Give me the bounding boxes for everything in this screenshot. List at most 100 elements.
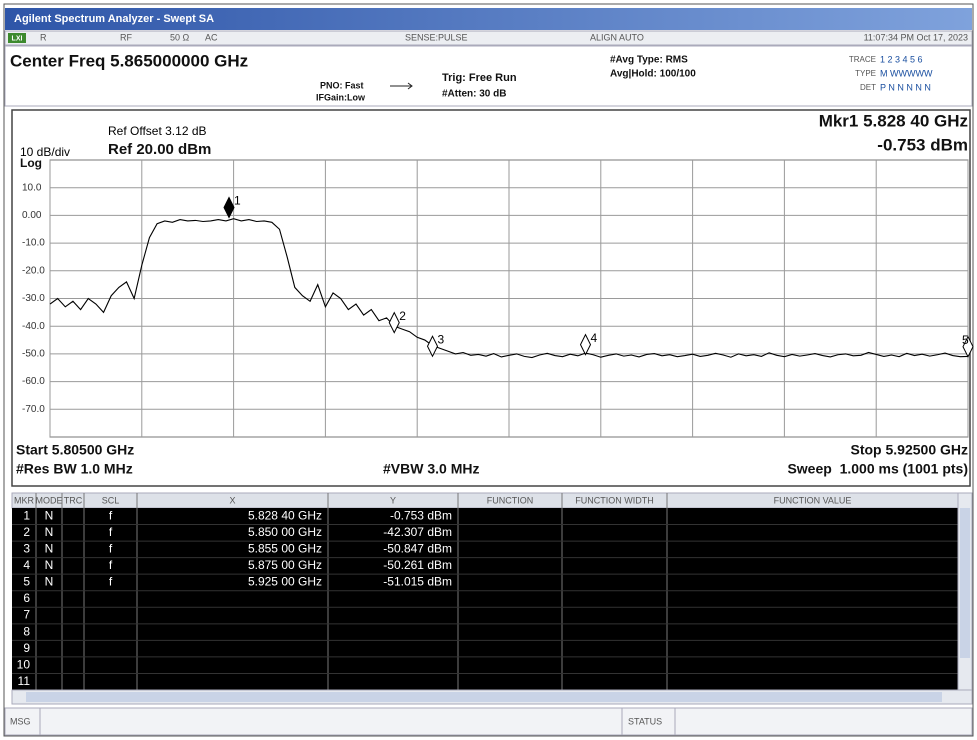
column-header: FUNCTION WIDTH: [575, 495, 654, 505]
y-tick-label: -20.0: [22, 265, 45, 276]
marker-table: MKR MODE TRC SCL X Y FUNCTION FUNCTION WIDTH FUN…: [12, 493, 958, 691]
table-cell: 6: [23, 591, 30, 605]
marker-label: 4: [591, 331, 598, 345]
det-val: P N N N N N: [880, 82, 931, 92]
vbw: #VBW 3.0 MHz: [383, 461, 479, 477]
status-coupling: AC: [205, 32, 218, 42]
status-sense: SENSE:PULSE: [405, 32, 468, 42]
settings-panel: [4, 45, 973, 107]
marker-label: 3: [438, 332, 445, 346]
table-cell: 8: [23, 624, 30, 638]
trig: Trig: Free Run: [442, 72, 517, 84]
y-tick-label: -10.0: [22, 238, 45, 249]
log-label: Log: [20, 156, 42, 170]
column-header: MKR: [14, 495, 35, 505]
table-cell: N: [45, 542, 54, 556]
table-cell: -42.307 dBm: [383, 525, 452, 539]
ifgain: IFGain:Low: [316, 92, 366, 102]
table-cell: 2: [23, 525, 30, 539]
marker-diamond: [579, 333, 592, 356]
table-cell: f: [109, 508, 113, 522]
scale: 10 dB/div: [20, 145, 70, 159]
window-title: Agilent Spectrum Analyzer - Swept SA: [14, 13, 214, 25]
trace-label: TRACE: [849, 55, 876, 64]
table-cell: N: [45, 525, 54, 539]
column-header: TRC: [64, 495, 83, 505]
table-cell: f: [109, 542, 113, 556]
table-cell: 3: [23, 542, 30, 556]
table-cell: 10: [17, 657, 31, 671]
trace: [49, 218, 969, 359]
type-val: M WWWWW: [880, 68, 933, 78]
table-cell: 5.855 00 GHz: [248, 542, 322, 556]
table-cell: 5.875 00 GHz: [248, 558, 322, 572]
table-cell: f: [109, 558, 113, 572]
status-r: R: [40, 32, 47, 42]
marker-label: 2: [399, 309, 406, 323]
table-cell: 1: [23, 508, 30, 522]
y-tick-label: 0.00: [22, 210, 42, 221]
center-freq: Center Freq 5.865000000 GHz: [10, 51, 248, 70]
y-tick-label: 10.0: [22, 182, 42, 193]
table-cell: 4: [23, 558, 30, 572]
status-align: ALIGN AUTO: [590, 32, 644, 42]
table-cell: 5: [23, 575, 30, 589]
type-label: TYPE: [855, 69, 876, 78]
y-tick-label: -60.0: [22, 376, 45, 387]
marker-diamond: [223, 196, 235, 219]
table-cell: -50.261 dBm: [383, 558, 452, 572]
avg-type: #Avg Type: RMS: [610, 55, 688, 66]
y-tick-label: -50.0: [22, 349, 45, 360]
stop-freq: Stop 5.92500 GHz: [851, 442, 969, 458]
start-freq: Start 5.80500 GHz: [16, 442, 134, 458]
status-label: STATUS: [628, 716, 662, 726]
table-cell: 5.850 00 GHz: [248, 525, 322, 539]
table-cell: N: [45, 558, 54, 572]
status-row: [4, 30, 973, 46]
marker-label: 5: [962, 333, 969, 347]
table-cell: 7: [23, 608, 30, 622]
column-header: SCL: [102, 495, 120, 505]
atten: #Atten: 30 dB: [442, 89, 506, 100]
marker-diamond: [388, 311, 400, 334]
status-rf: RF: [120, 32, 132, 42]
table-cell: f: [109, 525, 113, 539]
rbw: #Res BW 1.0 MHz: [16, 461, 133, 477]
column-header: FUNCTION: [487, 495, 534, 505]
det-label: DET: [860, 83, 876, 92]
table-cell: 5.925 00 GHz: [248, 575, 322, 589]
status-impedance: 50 Ω: [170, 32, 190, 42]
column-header: X: [229, 495, 235, 505]
column-header: FUNCTION VALUE: [774, 495, 852, 505]
message-bar: [4, 707, 973, 736]
table-cell: 5.828 40 GHz: [248, 508, 322, 522]
v-scroll-thumb[interactable]: [960, 508, 970, 658]
title-bar: [5, 8, 972, 30]
marker-label: 1: [234, 194, 241, 208]
table-cell: f: [109, 575, 113, 589]
table-cell: N: [45, 508, 54, 522]
sweep: Sweep 1.000 ms (1001 pts): [787, 461, 968, 477]
table-cell: N: [45, 575, 54, 589]
marker-diamond: [426, 335, 439, 358]
y-tick-label: -30.0: [22, 293, 45, 304]
table-cell: -51.015 dBm: [383, 575, 452, 589]
column-header: Y: [390, 495, 396, 505]
avg-hold: Avg|Hold: 100/100: [610, 69, 696, 80]
pno: PNO: Fast: [320, 80, 364, 90]
table-cell: 11: [18, 674, 31, 688]
table-body: [12, 508, 958, 690]
marker-freq: Mkr1 5.828 40 GHz: [819, 111, 968, 130]
status-datetime: 11:07:34 PM Oct 17, 2023: [864, 32, 968, 42]
column-header: MODE: [36, 495, 63, 505]
ref-offset: Ref Offset 3.12 dB: [108, 124, 207, 138]
table-cell: -50.847 dBm: [383, 542, 452, 556]
lxi-label: LXI: [12, 35, 23, 42]
h-scroll-thumb[interactable]: [26, 692, 942, 702]
table-cell: -0.753 dBm: [390, 508, 452, 522]
msg-label: MSG: [10, 716, 31, 726]
y-tick-label: -40.0: [22, 321, 45, 332]
trigger-arrow: [390, 82, 413, 90]
